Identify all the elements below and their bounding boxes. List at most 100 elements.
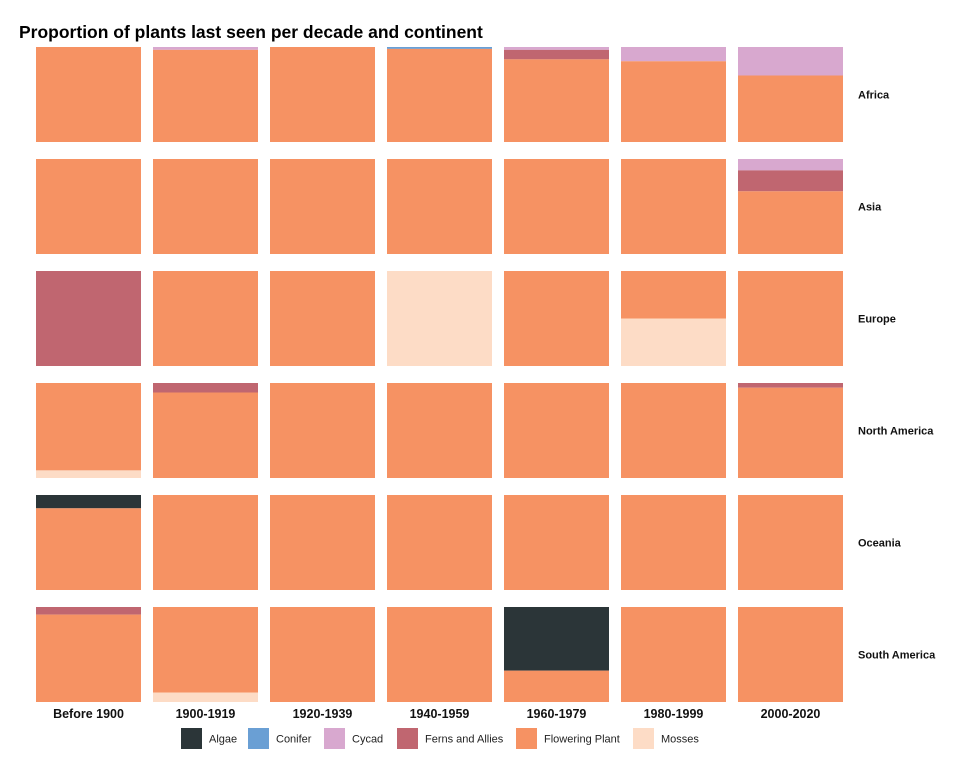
- panel-north-america-1980-1999: [621, 383, 726, 478]
- legend-label: Ferns and Allies: [425, 734, 504, 746]
- legend-label: Flowering Plant: [544, 734, 620, 746]
- legend-swatch: [516, 728, 537, 749]
- column-label: 1940-1959: [410, 707, 470, 721]
- bar-segment-mosses: [387, 271, 492, 366]
- bar-segment-algae: [36, 495, 141, 509]
- panel-south-america-2000-2020: [738, 607, 843, 702]
- row-label: North America: [858, 426, 934, 438]
- bar-segment-ferns-and-allies: [738, 170, 843, 192]
- bar-segment-flowering-plant: [36, 614, 141, 702]
- panel-oceania-1940-1959: [387, 495, 492, 590]
- bar-segment-flowering-plant: [270, 159, 375, 254]
- bar-segment-ferns-and-allies: [504, 49, 609, 60]
- panel-south-america-1980-1999: [621, 607, 726, 702]
- bar-segment-flowering-plant: [36, 159, 141, 254]
- bar-segment-flowering-plant: [270, 607, 375, 702]
- panel-oceania-2000-2020: [738, 495, 843, 590]
- bar-segment-flowering-plant: [504, 159, 609, 254]
- panel-europe-before-1900: [36, 271, 141, 366]
- bar-segment-flowering-plant: [621, 383, 726, 478]
- bar-segment-flowering-plant: [387, 48, 492, 142]
- legend-item-algae: Algae: [181, 728, 237, 749]
- panel-oceania-before-1900: [36, 495, 141, 590]
- legend-item-cycad: Cycad: [324, 728, 383, 749]
- bar-segment-flowering-plant: [270, 47, 375, 142]
- panel-oceania-1980-1999: [621, 495, 726, 590]
- bar-segment-mosses: [153, 692, 258, 702]
- panel-north-america-1920-1939: [270, 383, 375, 478]
- bar-segment-flowering-plant: [270, 383, 375, 478]
- panel-africa-1960-1979: [504, 47, 609, 142]
- panel-oceania-1920-1939: [270, 495, 375, 590]
- bar-segment-flowering-plant: [504, 59, 609, 142]
- bar-segment-flowering-plant: [621, 61, 726, 142]
- panel-oceania-1960-1979: [504, 495, 609, 590]
- panel-north-america-2000-2020: [738, 383, 843, 478]
- panel-europe-1960-1979: [504, 271, 609, 366]
- bar-segment-flowering-plant: [738, 495, 843, 590]
- bar-segment-flowering-plant: [387, 607, 492, 702]
- bar-segment-flowering-plant: [738, 387, 843, 478]
- bar-segment-flowering-plant: [270, 271, 375, 366]
- bar-segment-flowering-plant: [270, 495, 375, 590]
- legend-swatch: [324, 728, 345, 749]
- bar-segment-flowering-plant: [36, 508, 141, 590]
- row-label: Africa: [858, 90, 890, 102]
- column-label: 1900-1919: [176, 707, 236, 721]
- panel-asia-1960-1979: [504, 159, 609, 254]
- bar-segment-flowering-plant: [36, 383, 141, 471]
- bar-segment-flowering-plant: [153, 607, 258, 693]
- panel-europe-2000-2020: [738, 271, 843, 366]
- bar-segment-flowering-plant: [504, 670, 609, 702]
- bar-segment-flowering-plant: [153, 392, 258, 478]
- panel-africa-before-1900: [36, 47, 141, 142]
- legend-item-conifer: Conifer: [248, 728, 312, 749]
- legend-item-mosses: Mosses: [633, 728, 699, 749]
- panel-asia-1980-1999: [621, 159, 726, 254]
- bar-segment-flowering-plant: [738, 75, 843, 142]
- bar-segment-flowering-plant: [387, 159, 492, 254]
- bar-segment-flowering-plant: [621, 495, 726, 590]
- panel-south-america-1900-1919: [153, 607, 258, 702]
- bar-segment-ferns-and-allies: [36, 607, 141, 615]
- bars-layer: [36, 47, 843, 702]
- column-strip-labels: Before 1900 1900-1919 1920-1939 1940-1959 19…: [53, 707, 820, 721]
- panel-asia-2000-2020: [738, 159, 843, 254]
- panel-south-america-1920-1939: [270, 607, 375, 702]
- bar-segment-flowering-plant: [36, 47, 141, 142]
- bar-segment-cycad: [738, 159, 843, 171]
- bar-segment-flowering-plant: [153, 271, 258, 366]
- bar-segment-flowering-plant: [387, 495, 492, 590]
- panel-europe-1940-1959: [387, 271, 492, 366]
- panel-europe-1920-1939: [270, 271, 375, 366]
- legend: Algae Conifer Cycad Ferns and Allies Floweri…: [181, 728, 699, 749]
- panel-north-america-before-1900: [36, 383, 141, 478]
- panel-asia-1940-1959: [387, 159, 492, 254]
- legend-label: Conifer: [276, 734, 312, 746]
- panel-oceania-1900-1919: [153, 495, 258, 590]
- panel-south-america-before-1900: [36, 607, 141, 702]
- bar-segment-flowering-plant: [504, 495, 609, 590]
- panel-africa-1900-1919: [153, 47, 258, 142]
- panel-north-america-1960-1979: [504, 383, 609, 478]
- bar-segment-flowering-plant: [504, 271, 609, 366]
- bar-segment-ferns-and-allies: [36, 271, 141, 366]
- column-label: 2000-2020: [761, 707, 821, 721]
- bar-segment-conifer: [387, 47, 492, 49]
- chart-title: Proportion of plants last seen per decad…: [19, 22, 483, 42]
- row-label: Europe: [858, 314, 896, 326]
- legend-item-ferns-and-allies: Ferns and Allies: [397, 728, 504, 749]
- legend-swatch: [397, 728, 418, 749]
- legend-swatch: [248, 728, 269, 749]
- panel-north-america-1940-1959: [387, 383, 492, 478]
- bar-segment-cycad: [504, 47, 609, 50]
- bar-segment-algae: [504, 607, 609, 671]
- legend-item-flowering-plant: Flowering Plant: [516, 728, 620, 749]
- row-label: Oceania: [858, 538, 902, 550]
- panel-africa-1940-1959: [387, 47, 492, 142]
- bar-segment-flowering-plant: [387, 383, 492, 478]
- panel-asia-before-1900: [36, 159, 141, 254]
- panel-north-america-1900-1919: [153, 383, 258, 478]
